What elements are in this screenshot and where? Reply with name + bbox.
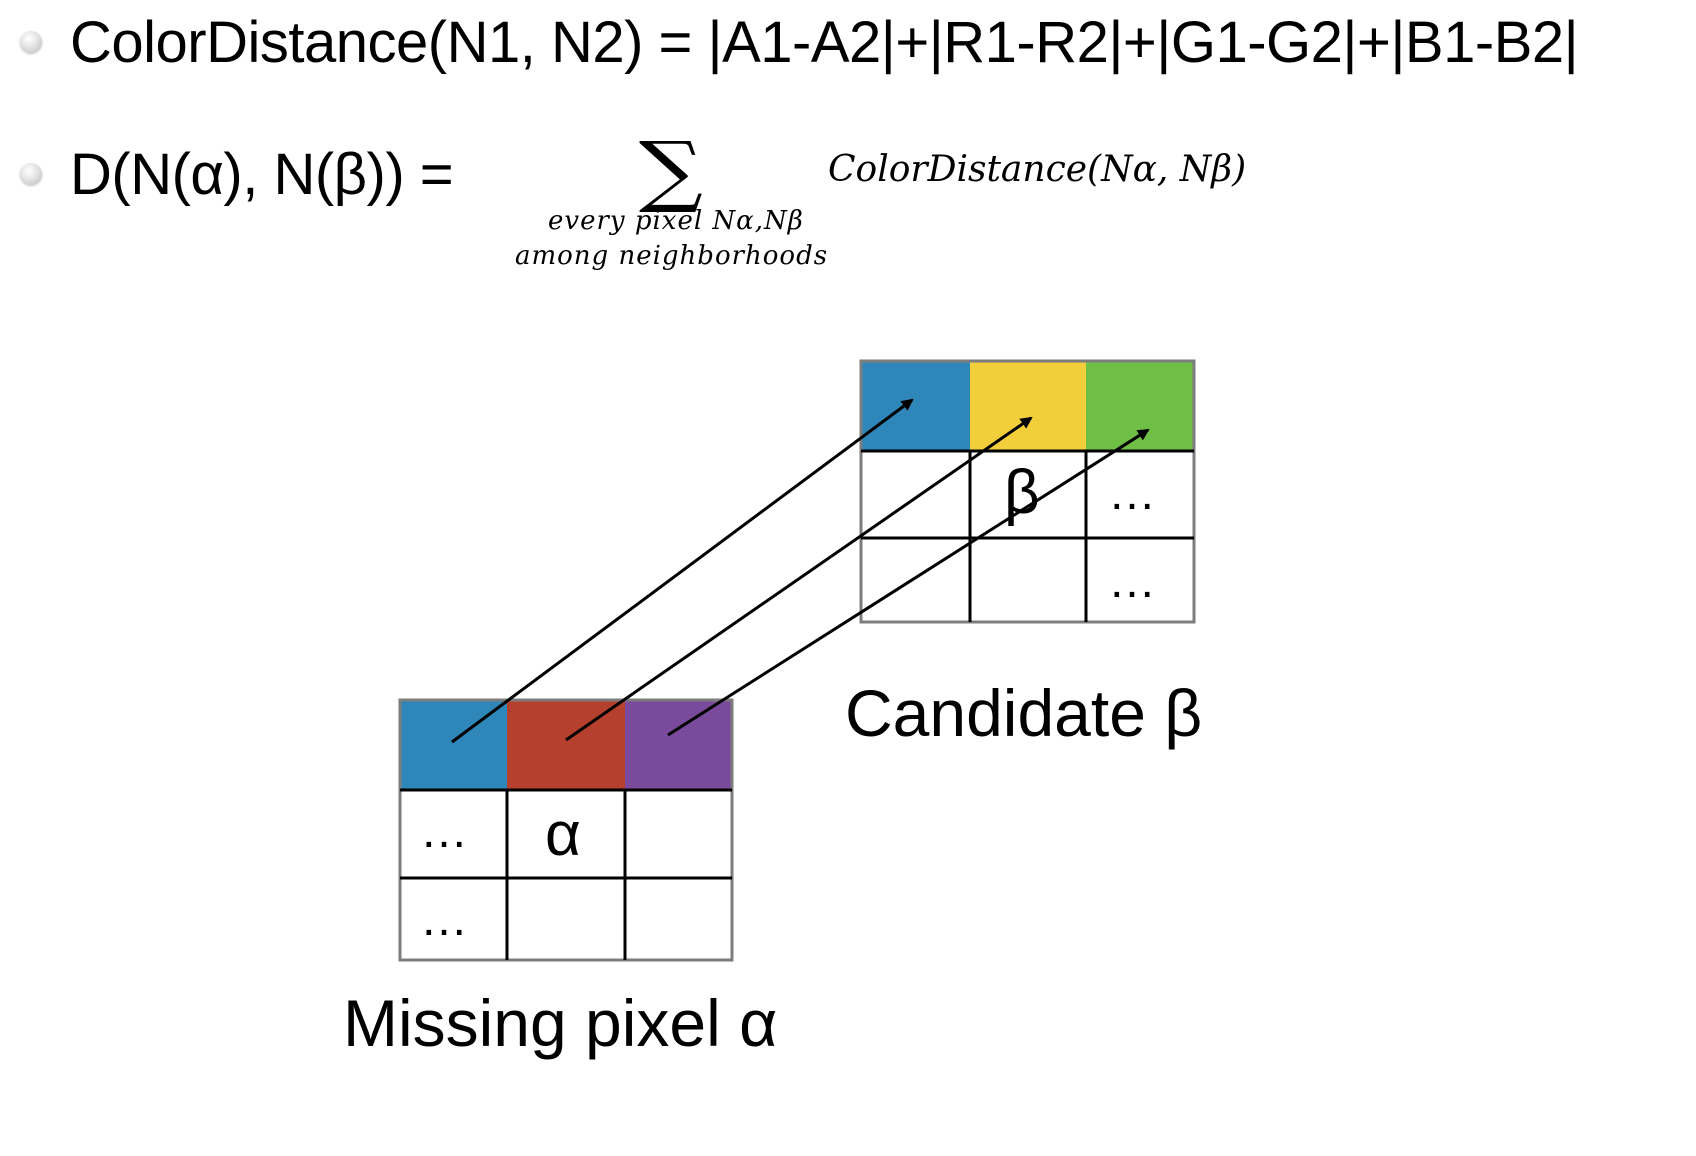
missing-caption: Missing pixel α — [343, 986, 778, 1060]
candidate-ellipsis-1: … — [1108, 467, 1156, 520]
arrow-red-to-yellow — [565, 416, 1033, 742]
missing-cell-0-1 — [507, 700, 625, 790]
candidate-cell-0-0 — [861, 361, 970, 451]
candidate-cell-0-1 — [970, 361, 1086, 451]
candidate-caption: Candidate β — [845, 676, 1203, 750]
sum-term: ColorDistance(Nα, Nβ) — [828, 149, 1247, 190]
missing-grid-border — [398, 698, 734, 962]
candidate-grid-border — [859, 359, 1196, 624]
candidate-beta-cell-label: β — [1004, 458, 1040, 527]
candidate-cell-0-2 — [1086, 361, 1194, 451]
sum-subscript-line-1: every pixel Nα,Nβ — [548, 206, 804, 236]
candidate-grid — [859, 359, 1196, 624]
missing-ellipsis-1: … — [420, 805, 468, 858]
missing-alpha-cell-label: α — [545, 800, 581, 869]
candidate-ellipsis-2: … — [1108, 555, 1156, 608]
bullet-icon — [20, 163, 42, 185]
sum-symbol: ∑ — [638, 126, 703, 216]
bullet-icon — [20, 31, 42, 53]
missing-cell-0-2 — [625, 700, 732, 790]
arrow-blue-to-blue — [451, 398, 914, 744]
sum-subscript-line-2: among neighborhoods — [515, 241, 829, 271]
neighborhood-distance-formula: D(N(α), N(β)) = — [70, 142, 454, 207]
arrow-purple-to-green — [667, 428, 1150, 737]
missing-ellipsis-2: … — [420, 893, 468, 946]
color-distance-formula: ColorDistance(N1, N2) = |A1-A2|+|R1-R2|+… — [70, 10, 1579, 75]
